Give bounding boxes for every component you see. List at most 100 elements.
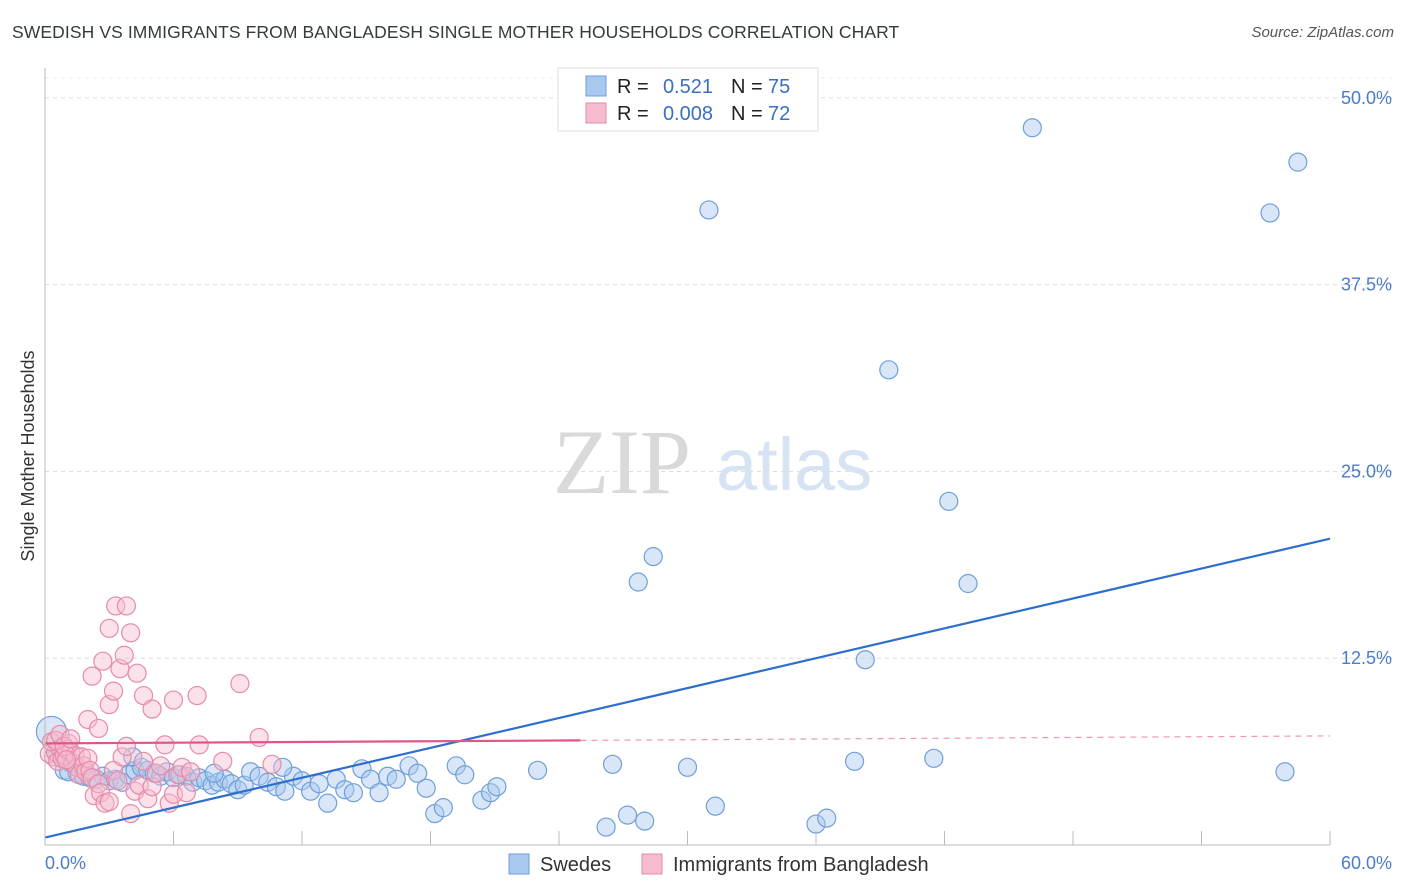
- bangladesh-point: [181, 762, 201, 782]
- swedes-point: [705, 796, 725, 816]
- r-value: 0.521: [663, 76, 713, 98]
- swedes-point: [416, 778, 436, 798]
- bangladesh-point: [187, 685, 207, 706]
- swedes-legend-label: Swedes: [540, 854, 611, 876]
- bangladesh-point: [262, 754, 282, 774]
- bangladesh-point: [142, 699, 162, 719]
- bangladesh-point: [108, 771, 128, 791]
- x-tick-label: 0.0%: [45, 853, 86, 873]
- bangladesh-point: [88, 718, 109, 739]
- swedes-legend-swatch: [508, 853, 530, 875]
- bangladesh-point: [133, 685, 154, 706]
- bangladesh-trend-extension: [580, 735, 1331, 742]
- y-tick-label: 50.0%: [1341, 88, 1392, 108]
- swedes-point: [643, 547, 663, 567]
- bangladesh-legend-swatch: [641, 853, 663, 875]
- swedes-point: [309, 774, 329, 794]
- bangladesh-point: [114, 645, 134, 665]
- swedes-point: [527, 760, 548, 780]
- swedes-point: [939, 491, 959, 511]
- bangladesh-point: [116, 596, 136, 616]
- bangladesh-point: [78, 748, 98, 768]
- watermark-zip: ZIP: [553, 411, 691, 513]
- swedes-point: [455, 765, 475, 785]
- r-label: R =: [617, 103, 649, 125]
- swedes-point: [844, 751, 865, 771]
- bangladesh-legend-label: Immigrants from Bangladesh: [673, 854, 929, 876]
- bangladesh-point: [82, 666, 102, 686]
- bangladesh-point: [106, 596, 126, 616]
- stats-legend: R = 0.521 N = 75 R = 0.008 N = 72: [557, 67, 819, 132]
- swedes-point: [1275, 762, 1295, 782]
- series-legend: Swedes Immigrants from Bangladesh: [508, 853, 929, 876]
- swedes-point: [273, 757, 293, 777]
- n-label: N =: [731, 76, 763, 98]
- swedes-point: [408, 763, 428, 783]
- bangladesh-swatch: [585, 102, 607, 124]
- bangladesh-point: [155, 735, 175, 755]
- swedes-point: [241, 762, 261, 782]
- swedes-trend-line: [44, 537, 1331, 839]
- swedes-swatch: [585, 75, 607, 97]
- bangladesh-point: [249, 727, 269, 748]
- y-tick-label: 12.5%: [1341, 648, 1392, 668]
- swedes-point: [855, 650, 875, 670]
- swedes-point: [386, 769, 406, 789]
- swedes-point: [617, 805, 638, 825]
- chart-title: SWEDISH VS IMMIGRANTS FROM BANGLADESH SI…: [12, 22, 900, 42]
- bangladesh-point: [230, 674, 250, 694]
- y-tick-label: 37.5%: [1341, 275, 1392, 295]
- bangladesh-point: [93, 651, 113, 671]
- watermark-atlas: atlas: [716, 423, 872, 506]
- bangladesh-point: [213, 751, 233, 771]
- swedes-point: [958, 573, 978, 594]
- bangladesh-point: [61, 729, 81, 749]
- y-axis-title: Single Mother Households: [18, 350, 38, 561]
- bangladesh-point: [176, 783, 196, 803]
- n-value: 75: [768, 76, 790, 98]
- swedes-point: [879, 360, 899, 380]
- bangladesh-point: [116, 736, 136, 756]
- swedes-point: [677, 757, 698, 777]
- swedes-point: [369, 783, 389, 803]
- source-label: Source: ZipAtlas.com: [1251, 24, 1394, 41]
- bangladesh-point: [121, 623, 141, 643]
- bangladesh-point: [172, 757, 192, 777]
- swedes-point: [1288, 152, 1308, 172]
- bangladesh-point: [99, 618, 119, 638]
- swedes-point: [602, 754, 623, 774]
- bangladesh-point: [163, 690, 184, 710]
- bangladesh-point: [138, 789, 158, 809]
- swedes-point: [1022, 118, 1042, 138]
- x-tick-label: 60.0%: [1341, 853, 1392, 873]
- y-tick-label: 25.0%: [1341, 461, 1392, 481]
- n-label: N =: [731, 103, 763, 125]
- swedes-point: [628, 572, 648, 592]
- trend-lines: [44, 537, 1331, 839]
- swedes-point: [1260, 203, 1280, 223]
- swedes-point: [318, 793, 338, 813]
- swedes-point: [433, 798, 453, 818]
- data-points: [35, 118, 1308, 837]
- bangladesh-point: [80, 760, 100, 780]
- bangladesh-point: [56, 750, 77, 770]
- swedes-point: [635, 811, 655, 831]
- swedes-point: [817, 808, 837, 828]
- swedes-point: [487, 777, 507, 797]
- bangladesh-point: [103, 760, 124, 780]
- watermark: ZIP atlas: [553, 411, 872, 513]
- n-value: 72: [768, 103, 790, 125]
- bangladesh-trend-line: [44, 739, 581, 745]
- swedes-point: [699, 200, 719, 220]
- r-label: R =: [617, 76, 649, 98]
- bangladesh-point: [99, 792, 119, 812]
- axes: 12.5% 25.0% 37.5% 50.0% 0.0% 60.0% Single Moth…: [18, 68, 1392, 873]
- swedes-point: [123, 747, 143, 767]
- bangladesh-point: [103, 681, 124, 701]
- swedes-point: [343, 783, 363, 803]
- bangladesh-point: [189, 735, 209, 755]
- r-value: 0.008: [663, 103, 713, 125]
- swedes-point: [924, 748, 944, 768]
- bangladesh-point: [112, 747, 132, 767]
